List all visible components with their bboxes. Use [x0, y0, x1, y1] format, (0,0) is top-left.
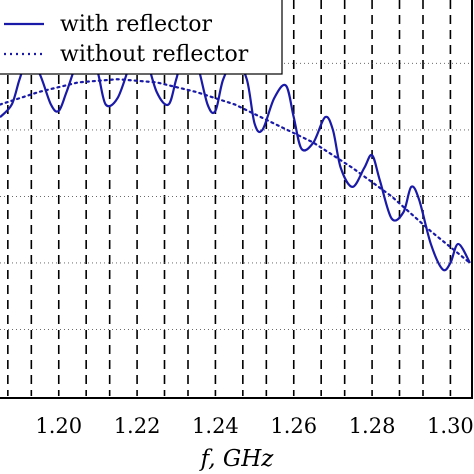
legend-label-with-reflector: with reflector — [60, 12, 213, 37]
x-tick-label: 1.26 — [270, 414, 317, 438]
plot-frame — [0, 0, 473, 399]
x-axis-label: f, GHz — [199, 446, 275, 472]
x-tick-label: 1.28 — [349, 414, 396, 438]
x-tick-labels: 1.20 1.22 1.24 1.26 1.28 1.30 — [35, 414, 473, 438]
legend: with reflector without reflector — [0, 0, 283, 75]
x-tick-label: 1.30 — [427, 414, 474, 438]
legend-label-without-reflector: without reflector — [60, 42, 249, 67]
x-tick-label: 1.20 — [35, 414, 82, 438]
x-tick-label: 1.24 — [192, 414, 239, 438]
legend-box — [0, 0, 283, 75]
x-tick-label: 1.22 — [114, 414, 161, 438]
series-line-without-reflector — [0, 78, 472, 265]
